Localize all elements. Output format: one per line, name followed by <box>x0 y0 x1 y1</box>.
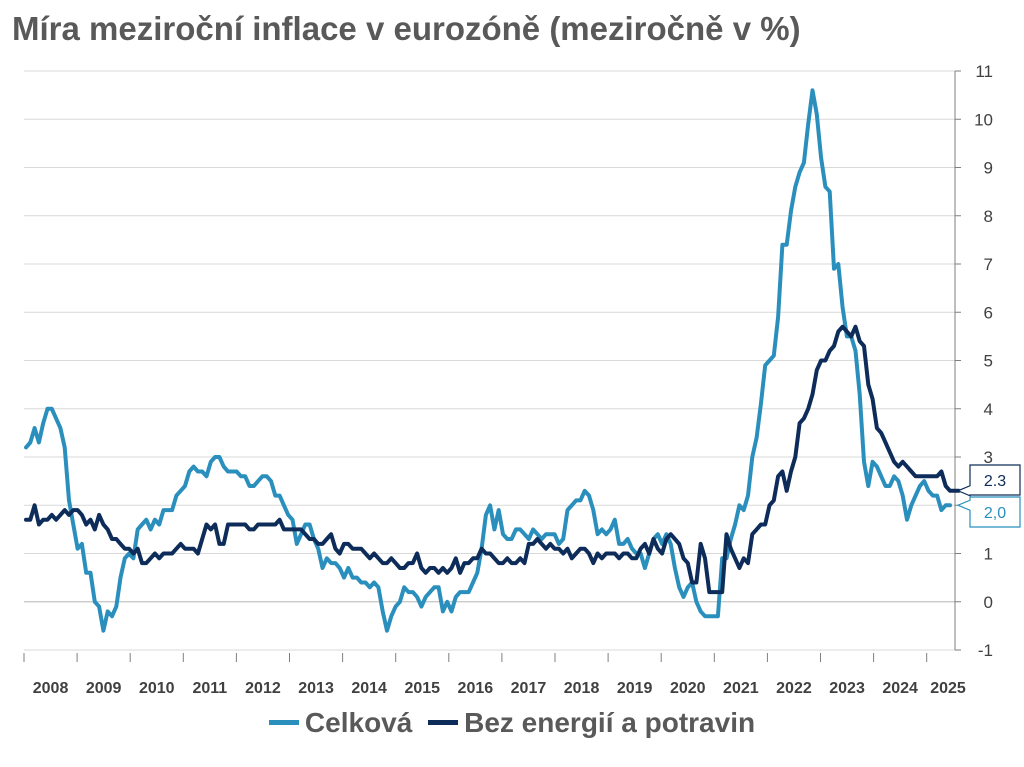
y-tick-label: 11 <box>975 62 993 81</box>
end-label-text-0: 2.3 <box>984 473 1006 490</box>
end-label-box-1 <box>956 496 1021 528</box>
y-tick-label: 3 <box>984 448 993 467</box>
x-tick-label: 2021 <box>723 680 759 697</box>
y-tick-label: 0 <box>984 593 993 612</box>
end-value-labels: 2.3 2,0 <box>956 464 1021 528</box>
x-tick-label: 2012 <box>245 680 281 697</box>
legend-item-core: Bez energií a potravin <box>428 707 755 739</box>
y-tick-label: 6 <box>984 303 993 322</box>
x-tick-label: 2010 <box>139 680 175 697</box>
x-tick-label: 2015 <box>404 680 440 697</box>
x-tick-label: 2009 <box>86 680 122 697</box>
x-tick-label: 2023 <box>829 680 865 697</box>
x-tick-label: 2014 <box>351 680 387 697</box>
series-line-1 <box>24 324 961 595</box>
legend-label-celkova: Celková <box>304 706 413 738</box>
x-tick-label: 2019 <box>617 680 653 697</box>
x-tick-label: 2018 <box>564 680 600 697</box>
legend: Celková Bez energií a potravin <box>0 700 1024 739</box>
y-tick-label: 10 <box>974 110 993 129</box>
x-axis: 2008 2009 2010 2011 2012 2013 2014 2015 2016 2017… <box>23 601 966 697</box>
legend-item-celkova: Celková <box>268 706 413 739</box>
y-tick-label: 8 <box>984 207 993 226</box>
series-line-0 <box>24 88 952 633</box>
end-label-box-0 <box>956 464 1021 497</box>
legend-swatch-celkova <box>268 720 299 725</box>
x-tick-label: 2024 <box>882 680 918 697</box>
end-label-text-1: 2,0 <box>984 505 1006 522</box>
chart-title: Míra meziroční inflace v eurozóně (mezir… <box>12 10 801 47</box>
grid-lines <box>24 70 955 651</box>
x-tick-label: 2020 <box>670 680 706 697</box>
y-axis: -101234567891011 <box>954 62 993 660</box>
x-tick-label: 2017 <box>511 680 547 697</box>
y-tick-label: -1 <box>978 641 993 660</box>
y-tick-label: 4 <box>984 400 993 419</box>
x-tick-label: 2013 <box>298 680 334 697</box>
y-tick-label: 7 <box>984 255 993 274</box>
legend-label-core: Bez energií a potravin <box>464 706 756 738</box>
series-lines <box>24 88 961 633</box>
x-tick-label: 2016 <box>458 680 494 697</box>
y-tick-label: 5 <box>984 352 993 371</box>
x-tick-label: 2008 <box>33 680 69 697</box>
x-tick-label: 2011 <box>192 680 227 697</box>
legend-swatch-core <box>428 720 459 725</box>
x-tick-label: 2022 <box>776 680 812 697</box>
y-tick-label: 1 <box>984 545 993 564</box>
y-tick-label: 9 <box>984 159 993 178</box>
x-tick-label: 2025 <box>930 680 966 697</box>
